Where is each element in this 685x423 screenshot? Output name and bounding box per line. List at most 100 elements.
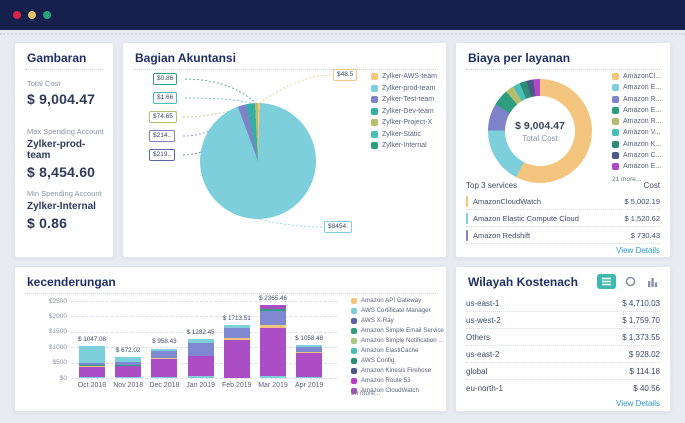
service-row[interactable]: AmazonCloudWatch $ 5,002.19 [466,193,660,210]
legend-item[interactable]: Zylker-Project-X [371,119,437,126]
legend-label: Zylker-Project-X [382,119,433,126]
bar-segment[interactable] [187,355,214,357]
bar-segment[interactable] [79,363,105,366]
legend-item[interactable]: Amazon R... [612,118,662,126]
bar-segment[interactable] [296,346,323,352]
legend-item[interactable]: Amazon ElastiCache [351,347,444,354]
bar-segment[interactable] [151,358,178,378]
donut-total-value: $ 9,004.47 [515,119,565,132]
legend-item[interactable]: Amazon K... [612,140,662,148]
bar-segment[interactable] [223,339,250,378]
legend-item[interactable]: Zylker-Test-team [371,96,437,103]
legend-item[interactable]: Zylker-Static [371,130,437,138]
bar-segment[interactable] [151,377,178,378]
bar-segment[interactable] [79,345,105,364]
legend-item[interactable]: Zylker-Internal [371,142,437,149]
bar-segment[interactable] [260,376,286,378]
legend-item[interactable]: Zylker-AWS-team [371,73,437,80]
legend-swatch-icon [351,347,357,354]
legend-item[interactable]: Amazon V... [612,129,662,137]
bar-segment[interactable] [296,377,323,378]
window-minimize-icon[interactable] [28,11,36,19]
stacked-bar[interactable] [260,305,286,378]
region-row[interactable]: us-west-2 $ 1,759.70 [466,312,660,329]
trend-plot: $2500 $2000 $1500 $1000 $500 $0 $ 1047.08 Oct 2… [49,295,337,389]
bar-segment[interactable] [260,310,286,325]
bar-segment[interactable] [260,324,286,329]
bar-segment[interactable] [115,377,142,378]
legend-item[interactable]: AmazonCl... [612,73,662,80]
legend-item[interactable]: Amazon C... [612,152,662,160]
bar-view-icon[interactable] [645,274,660,289]
bar-segment[interactable] [115,357,142,363]
stacked-bar[interactable] [187,338,214,378]
bar-segment[interactable] [296,351,323,353]
stacked-bar[interactable] [223,325,250,378]
accounts-pie-chart[interactable] [200,103,316,219]
bar-segment[interactable] [151,351,178,358]
y-axis-tick-label: $500 [52,359,67,367]
donut-view-icon[interactable] [623,274,638,289]
window-close-icon[interactable] [13,11,21,19]
bar-segment[interactable] [260,309,286,311]
legend-item[interactable]: Amazon API Gateway [351,297,444,304]
bar-segment[interactable] [115,366,142,378]
trend-more-label[interactable]: 20 more... [351,390,381,397]
bar-segment[interactable] [187,342,214,356]
bar-segment[interactable] [79,366,105,367]
bar-segment[interactable] [223,325,250,328]
bar-segment[interactable] [187,356,214,377]
bar-segment[interactable] [151,348,178,351]
legend-item[interactable]: Amazon E... [612,106,662,114]
stacked-bar[interactable] [79,345,105,378]
legend-item[interactable]: Amazon Kinesis Firehose [351,367,444,374]
region-row[interactable]: us-east-1 $ 4,710.03 [466,295,660,312]
window-maximize-icon[interactable] [43,11,51,19]
legend-item[interactable]: Amazon Route 53 [351,377,444,384]
bar-segment[interactable] [223,337,250,340]
bar-segment[interactable] [79,366,105,377]
service-accent-bar [466,212,468,224]
bar-segment[interactable] [187,338,214,343]
legend-swatch-icon [371,130,378,138]
bar-segment[interactable] [260,328,286,377]
y-axis-tick-label: $2000 [48,312,67,320]
region-row[interactable]: global $ 114.18 [466,363,660,380]
accounts-legend: Zylker-AWS-team Zylker-prod-team Zylker-Te… [371,73,437,154]
table-view-icon[interactable] [597,274,616,289]
service-row[interactable]: Amazon Redshift $ 730.43 [466,227,660,244]
legend-item[interactable]: Amazon Simple Email Service [351,327,444,334]
legend-item[interactable]: Zylker-Dev-team [371,107,437,115]
stacked-bar[interactable] [115,357,142,378]
service-row[interactable]: Amazon Elastic Compute Cloud $ 1,520.62 [466,210,660,227]
legend-item[interactable]: Zylker-prod-team [371,84,437,92]
bar-segment[interactable] [151,357,178,359]
services-view-details-link[interactable]: View Details [616,246,660,255]
legend-item[interactable]: Amazon Simple Notification ... [351,337,444,344]
bar-segment[interactable] [151,350,178,352]
bar-segment[interactable] [79,376,105,378]
region-row[interactable]: eu-north-1 $ 40.56 [466,380,660,397]
bar-segment[interactable] [223,327,250,338]
regions-view-details-link[interactable]: View Details [616,399,660,408]
bar-segment[interactable] [187,376,214,378]
bar-segment[interactable] [296,345,323,347]
bar-segment[interactable] [260,305,286,310]
legend-item[interactable]: Amazon E... [612,163,662,171]
stacked-bar[interactable] [151,348,178,378]
stacked-bar[interactable] [296,345,323,378]
legend-item[interactable]: Amazon CloudWatch [351,387,444,394]
bar-segment[interactable] [115,362,142,366]
legend-item[interactable]: AWS Certificate Manager [351,307,444,314]
bar-segment[interactable] [79,365,105,367]
legend-item[interactable]: Amazon R... [612,95,662,103]
legend-item[interactable]: Amazon E... [612,84,662,92]
services-donut-chart[interactable]: $ 9,004.47 Total Cost [488,79,592,183]
region-row[interactable]: Others $ 1,373.55 [466,329,660,346]
bar-segment[interactable] [296,352,323,378]
services-more-label[interactable]: 21 more... [612,176,642,183]
legend-item[interactable]: AWS X-Ray [351,317,444,324]
bar-segment[interactable] [115,365,142,366]
region-row[interactable]: us-east-2 $ 928.02 [466,346,660,363]
legend-item[interactable]: AWS Config [351,357,444,364]
